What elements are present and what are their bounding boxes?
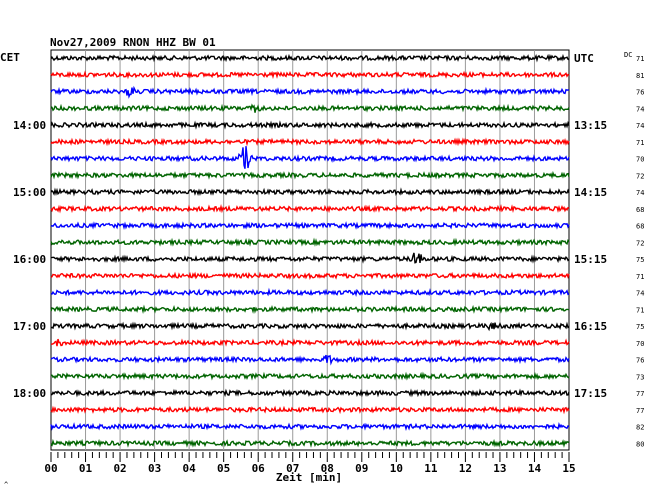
seismic-trace [50,137,570,147]
dc-offset-label: 74 [636,189,644,197]
time-labels: 71 81 76 74 74 71 70 72 74 68 68 72 75 71 74 71 75 70 76 73… [13,52,644,448]
dc-offset-label: 73 [636,373,644,381]
seismic-trace [50,203,570,214]
corner-mark: ^ [4,481,8,489]
x-tick-label: 08 [321,462,334,475]
dc-offset-label: 70 [636,340,644,348]
seismic-trace [50,70,570,80]
dc-offset-label: 72 [636,172,644,180]
seismic-trace [50,388,570,398]
left-hour-label: 18:00 [13,387,46,400]
seismic-trace [50,405,570,415]
x-tick-label: 05 [217,462,230,475]
left-hour-label: 17:00 [13,320,46,333]
x-axis: 00 01 02 03 04 05 06 07 08 09 10 11 12 13 14 15 [44,452,576,475]
seismic-trace [50,422,570,431]
dc-offset-label: 76 [636,89,644,97]
left-hour-label: 14:00 [13,119,46,132]
x-tick-label: 09 [355,462,368,475]
dc-offset-label: 81 [636,72,644,80]
seismic-trace [50,287,570,298]
right-time-label: 16:15 [574,320,607,333]
right-time-label: UTC [574,52,594,65]
dc-offset-label: 71 [636,55,644,63]
dc-offset-label: 68 [636,206,644,214]
x-tick-label: 00 [44,462,57,475]
x-tick-label: 12 [459,462,472,475]
x-tick-label: 13 [493,462,506,475]
seismic-trace [50,371,570,381]
seismic-trace [50,187,570,197]
seismic-trace [50,354,570,366]
seismic-trace [50,53,570,63]
dc-offset-label: 71 [636,139,644,147]
seismic-trace [50,304,570,314]
chart-title: Nov27,2009 RNON HHZ BW 01 [50,36,216,49]
left-hour-label: 15:00 [13,186,46,199]
grid-lines [50,49,570,451]
seismic-trace [50,170,570,180]
traces-layer [50,53,570,448]
x-axis-label: Zeit [min] [276,471,342,484]
right-time-label: 15:15 [574,253,607,266]
x-tick-label: 01 [79,462,93,475]
x-tick-label: 04 [183,462,197,475]
x-tick-label: 03 [148,462,161,475]
dc-offset-label: 70 [636,156,644,164]
seismic-trace [50,103,570,113]
seismic-trace [50,321,570,332]
dc-offset-label: 74 [636,290,644,298]
left-hour-label: 16:00 [13,253,46,266]
dc-offset-label: 74 [636,122,644,130]
dc-offset-label: 80 [636,440,644,448]
plot-frame [50,49,570,451]
dc-offset-label: 75 [636,256,644,264]
dc-offset-label: 72 [636,239,644,247]
seismic-trace [50,271,570,281]
dc-offset-label: 68 [636,223,644,231]
right-time-label: 17:15 [574,387,607,400]
seismic-trace [50,252,570,264]
seismic-trace [50,221,570,231]
dc-offset-label: 82 [636,424,644,432]
dc-offset-label: 76 [636,357,644,365]
dc-offset-label: 71 [636,273,644,281]
x-tick-label: 14 [528,462,542,475]
dc-offset-label: 77 [636,407,644,415]
seismic-trace [50,237,570,247]
dc-offset-label: 71 [636,306,644,314]
seismic-trace [50,146,570,169]
dc-offset-label: 75 [636,323,644,331]
seismic-trace [50,120,570,130]
left-timezone-label: CET [0,51,20,64]
right-time-label: 13:15 [574,119,607,132]
x-tick-label: 06 [252,462,266,475]
dc-label: DC [624,51,632,59]
x-tick-label: 11 [424,462,438,475]
seismic-trace [50,85,570,99]
x-tick-label: 10 [390,462,403,475]
x-tick-label: 15 [562,462,575,475]
right-time-label: 14:15 [574,186,607,199]
x-tick-label: 07 [286,462,299,475]
seismic-trace [50,438,570,448]
dc-offset-label: 74 [636,105,644,113]
seismic-trace [51,337,570,348]
dc-offset-label: 77 [636,390,644,398]
x-tick-label: 02 [113,462,126,475]
